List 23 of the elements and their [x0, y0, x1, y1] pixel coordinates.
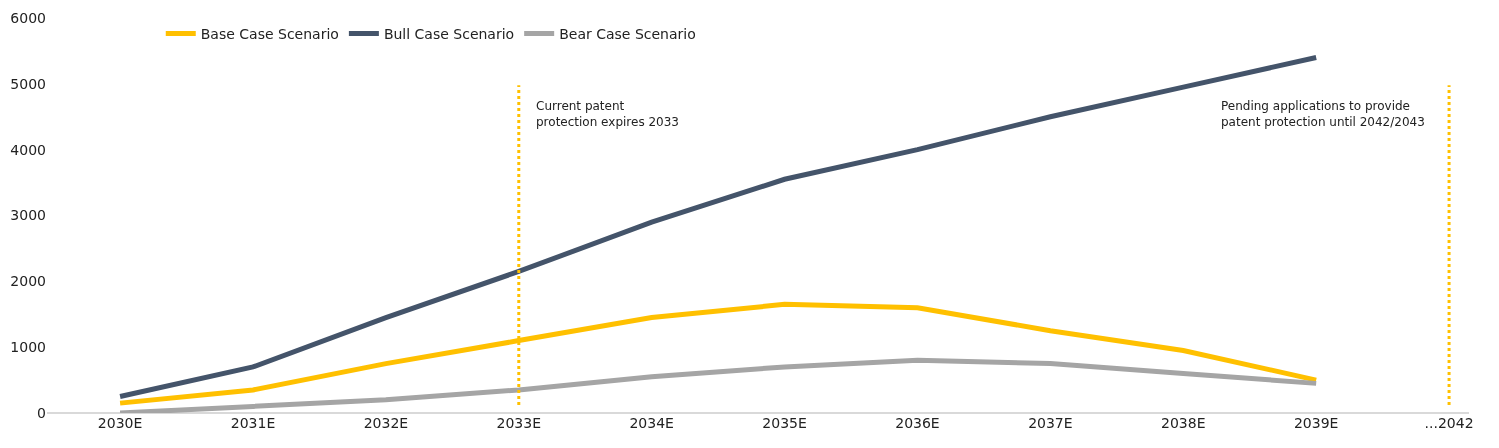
y-tick-label: 0 — [37, 404, 46, 421]
legend-label: Bear Case Scenario — [559, 26, 696, 43]
x-tick-label: 2033E — [496, 415, 542, 431]
y-tick-label: 2000 — [10, 273, 46, 290]
y-tick-label: 1000 — [10, 339, 46, 356]
legend-label: Bull Case Scenario — [383, 26, 515, 43]
y-tick-label: 3000 — [10, 207, 46, 224]
x-tick-label: 2030E — [97, 415, 143, 431]
ref-line-label: Pending applications to provide patent protection until 2042/2043 — [1221, 99, 1425, 129]
legend-label: Base Case Scenario — [200, 26, 339, 43]
x-tick-label: 2035E — [762, 415, 807, 431]
x-tick-label: 2031E — [230, 415, 276, 431]
x-tick-label: 2036E — [895, 415, 940, 431]
y-tick-label: 4000 — [10, 141, 46, 158]
x-tick-label: 2034E — [629, 415, 674, 431]
x-tick-label: ...2042 — [1424, 415, 1474, 431]
y-tick-label: 5000 — [10, 75, 46, 92]
y-tick-label: 6000 — [10, 9, 46, 26]
x-tick-label: 2038E — [1161, 415, 1206, 431]
x-tick-label: 2037E — [1028, 415, 1073, 431]
ref-line-label: Current patent protection expires 2033 — [536, 99, 679, 129]
x-tick-label: 2039E — [1293, 415, 1339, 431]
x-tick-label: 2032E — [363, 415, 409, 431]
